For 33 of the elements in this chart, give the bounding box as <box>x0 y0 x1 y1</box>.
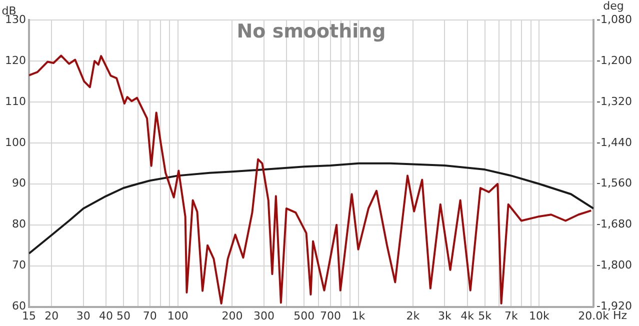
y2-tick-label: -1,680 <box>596 218 632 231</box>
y-tick-label: 120 <box>4 54 26 67</box>
y-tick-label: 70 <box>12 258 26 272</box>
y2-axis-title: deg <box>603 0 624 12</box>
y2-tick-label: -1,320 <box>596 94 632 108</box>
x-tick-label: 10k <box>528 309 550 322</box>
x-tick-label: 200 <box>222 309 243 322</box>
x-tick-label: 2k <box>406 309 420 322</box>
x-axis-title: Hz <box>612 309 628 322</box>
x-tick-label: 3k <box>438 309 452 322</box>
y2-tick-label: -1,080 <box>596 12 632 26</box>
y2-tick-label: -1,800 <box>596 258 632 272</box>
x-tick-label: 40 <box>98 309 113 322</box>
x-tick-label: 5k <box>478 309 492 322</box>
y2-tick-label: -1,440 <box>596 136 632 149</box>
y2-tick-label: -1,560 <box>596 176 632 190</box>
x-tick-label: 30 <box>76 309 90 322</box>
y-tick-label: 90 <box>12 176 26 190</box>
x-tick-label: 1k <box>352 309 366 322</box>
x-tick-label: 500 <box>294 309 315 322</box>
x-tick-label: 4k <box>460 309 475 322</box>
y2-tick-label: -1,200 <box>596 54 632 67</box>
x-tick-label: 7k <box>504 309 518 322</box>
x-tick-label: 300 <box>254 309 275 322</box>
y-tick-label: 110 <box>4 94 26 108</box>
x-tick-label: 50 <box>116 309 130 322</box>
x-tick-label: 20 <box>44 309 59 322</box>
y-tick-label: 80 <box>12 218 26 231</box>
x-tick-label: 100 <box>167 309 188 322</box>
x-tick-label: 700 <box>320 309 342 322</box>
y-tick-label: 100 <box>4 136 26 149</box>
chart-title: No smoothing <box>236 20 386 42</box>
x-tick-label: 70 <box>142 309 157 322</box>
